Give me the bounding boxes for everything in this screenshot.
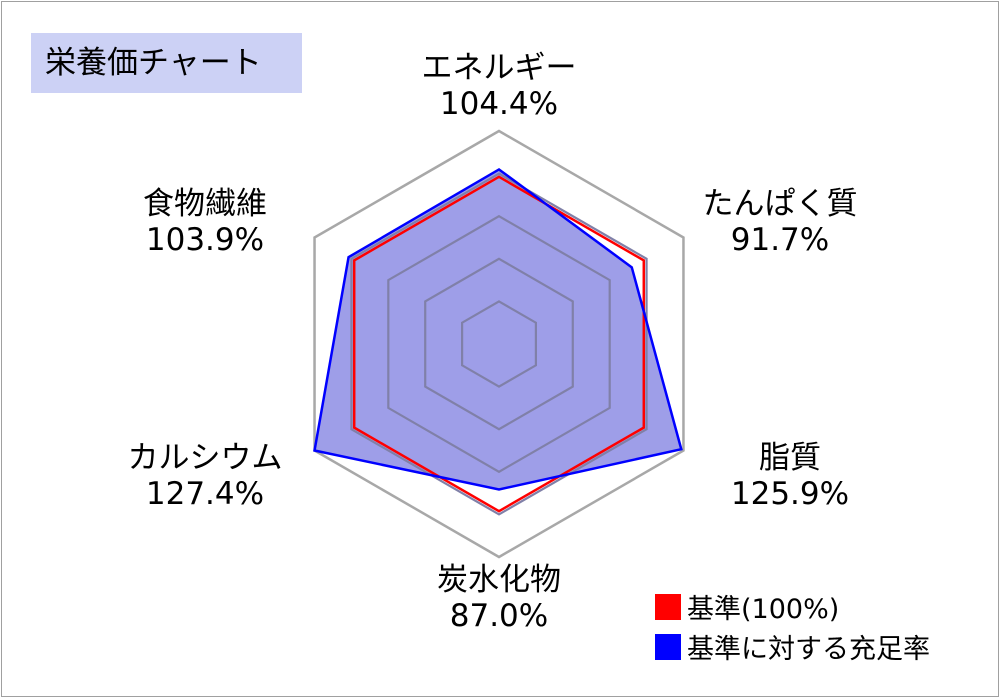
axis-name-label: 脂質 bbox=[759, 440, 821, 476]
chart-title-box: 栄養価チャート bbox=[31, 33, 302, 93]
axis-name-label: たんぱく質 bbox=[703, 186, 858, 222]
grid-outer-ring bbox=[313, 129, 685, 559]
axis-name-label: エネルギー bbox=[422, 50, 577, 86]
axis-value-label: 91.7% bbox=[731, 222, 829, 258]
grid-ring-2 bbox=[424, 257, 574, 431]
legend-label: 基準(100%) bbox=[687, 594, 839, 625]
radar-grid bbox=[313, 129, 685, 559]
series-line-baseline bbox=[352, 175, 646, 513]
axis-name-label: カルシウム bbox=[128, 440, 283, 476]
axis-value-label: 87.0% bbox=[450, 598, 548, 634]
legend-swatch bbox=[655, 594, 681, 620]
chart-title: 栄養価チャート bbox=[45, 45, 262, 81]
axis-value-label: 127.4% bbox=[146, 476, 264, 512]
legend-swatch bbox=[655, 634, 681, 660]
radar-series bbox=[313, 167, 683, 516]
legend: 基準(100%) 基準に対する充足率 bbox=[655, 594, 930, 665]
series-line-achievement bbox=[313, 167, 683, 491]
series-fill-achievement bbox=[314, 169, 682, 490]
axis-name-label: 食物繊維 bbox=[143, 186, 267, 222]
axis-value-label: 104.4% bbox=[440, 86, 558, 122]
grid-ring-1 bbox=[461, 300, 537, 388]
legend-label: 基準に対する充足率 bbox=[687, 634, 930, 665]
axis-name-label: 炭水化物 bbox=[437, 562, 561, 598]
grid-ring-4 bbox=[350, 172, 648, 516]
grid-ring-3 bbox=[387, 214, 611, 474]
axis-value-label: 125.9% bbox=[731, 476, 849, 512]
axis-value-label: 103.9% bbox=[146, 222, 264, 258]
